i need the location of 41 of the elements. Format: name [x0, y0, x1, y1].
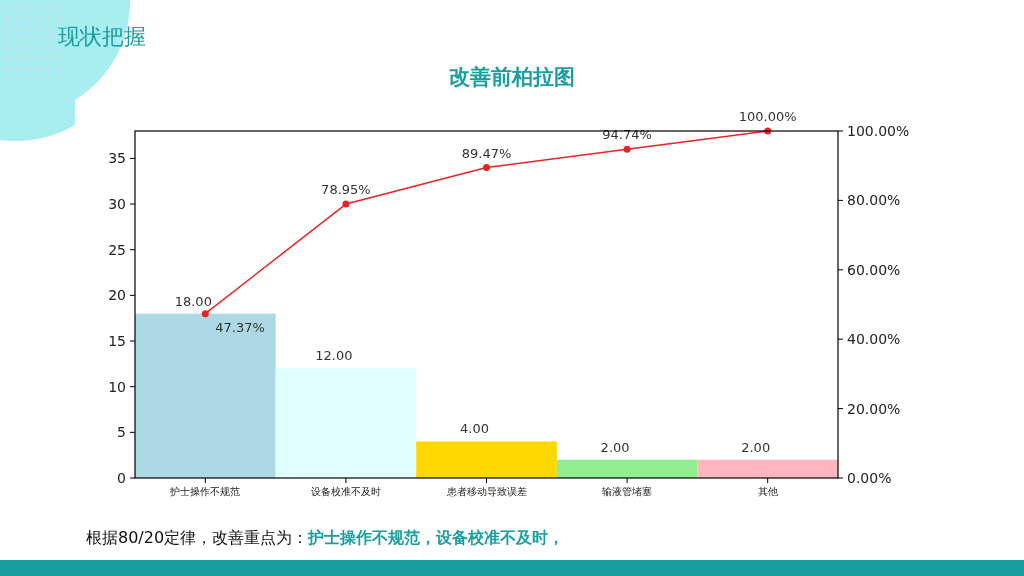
text: 现状把握: [58, 24, 146, 49]
x-tick-label: 输液管堵塞: [602, 486, 653, 497]
data-label: 47.37%: [215, 319, 265, 335]
data-label: 4.00: [460, 421, 489, 437]
data-label: 89.47%: [461, 145, 512, 161]
y2-tick-label: 80.00%: [847, 192, 901, 209]
point: [483, 164, 490, 172]
y-tick-label: 20: [108, 287, 126, 304]
data-label: 2.00: [600, 439, 630, 455]
y-tick-label: 25: [108, 241, 126, 258]
x-tick-label: 设备校准不及时: [310, 486, 381, 497]
bar: [556, 459, 698, 478]
y-tick-label: 0: [117, 470, 126, 486]
x-tick-label: 患者移动导致误差: [445, 486, 527, 497]
data-label: 100.00%: [738, 109, 797, 124]
point: [201, 310, 209, 318]
data-label: 12.00: [315, 348, 353, 364]
y2-tick-label: 100.00%: [847, 123, 910, 139]
y-tick-label: 15: [108, 333, 126, 350]
x-tick-label: 护士操作不规范: [169, 486, 241, 497]
data-label: 78.95%: [321, 182, 371, 198]
data-label: 94.74%: [602, 127, 652, 143]
y-tick-label: 35: [108, 150, 126, 167]
y2-tick-label: 20.00%: [847, 400, 901, 417]
y-tick-label: 5: [117, 424, 126, 441]
y2-tick-label: 60.00%: [847, 261, 901, 278]
x-tick-label: 其他: [757, 486, 778, 497]
point: [342, 200, 350, 208]
bar: [416, 441, 557, 478]
data-label: 18.00: [174, 293, 212, 309]
bar: [135, 313, 276, 478]
y-tick-label: 10: [108, 378, 126, 395]
y-tick-label: 30: [108, 196, 126, 213]
point: [623, 145, 631, 153]
chart-title: 改善前柏拉图: [449, 65, 575, 89]
text: 护士操作不规范，设备校准不及时，: [307, 528, 565, 547]
bar: [275, 368, 417, 478]
y2-tick-label: 40.00%: [847, 331, 901, 348]
data-label: 2.00: [741, 439, 771, 455]
bar: [697, 459, 838, 478]
y2-tick-label: 0.00%: [847, 470, 892, 486]
